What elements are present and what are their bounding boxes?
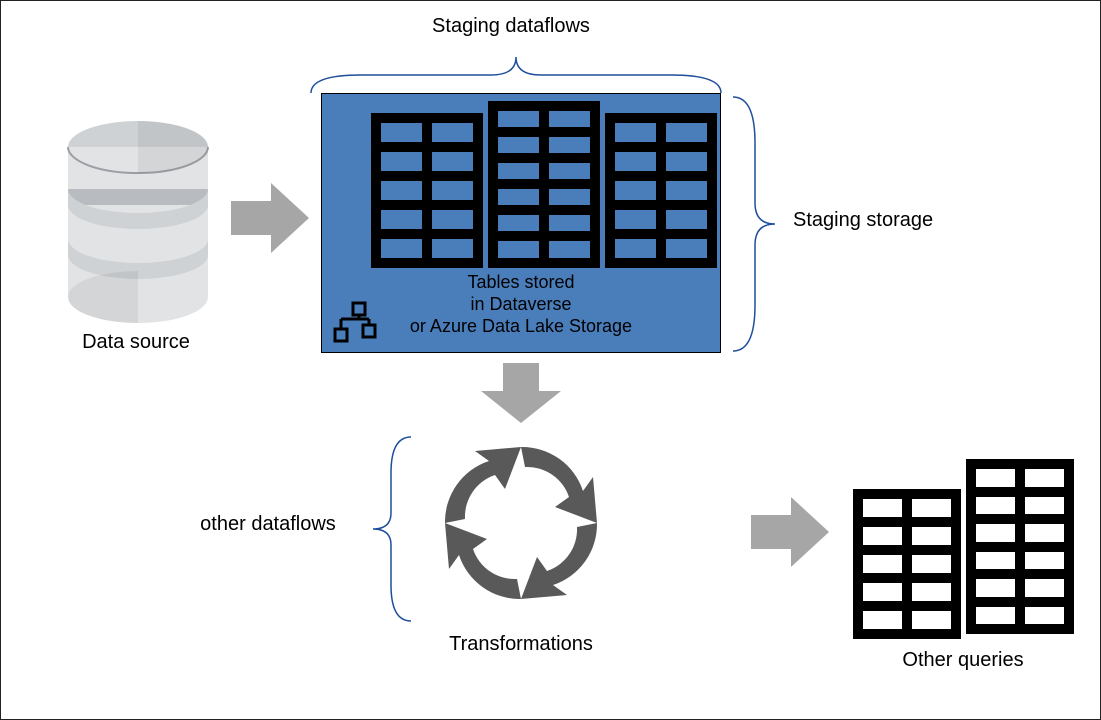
staging-dataflows-label: Staging dataflows: [381, 15, 641, 38]
table-icon: [488, 101, 600, 268]
table-icon: [605, 113, 717, 268]
database-icon: [63, 119, 213, 329]
table-icon: [853, 489, 961, 639]
table-icon: [371, 113, 483, 268]
hierarchy-icon: [333, 301, 377, 345]
data-source-label: Data source: [61, 331, 211, 354]
top-bracket: [301, 45, 731, 95]
arrow-right-icon: [749, 493, 831, 571]
arrow-down-icon: [479, 361, 563, 425]
cycle-icon: [431, 433, 611, 613]
storage-text-line1: Tables stored: [322, 272, 720, 293]
diagram-canvas: Staging dataflows Data source Tables sto…: [0, 0, 1101, 720]
transformations-label: Transformations: [411, 633, 631, 656]
staging-storage-label: Staging storage: [793, 209, 993, 232]
arrow-right-icon: [229, 179, 311, 257]
table-icon: [966, 459, 1074, 634]
other-queries-label: Other queries: [863, 649, 1063, 672]
right-bracket: [729, 93, 779, 355]
left-bracket: [369, 433, 415, 625]
storage-text-line3: or Azure Data Lake Storage: [322, 316, 720, 337]
storage-text-line2: in Dataverse: [322, 294, 720, 315]
other-dataflows-label: other dataflows: [173, 513, 363, 536]
